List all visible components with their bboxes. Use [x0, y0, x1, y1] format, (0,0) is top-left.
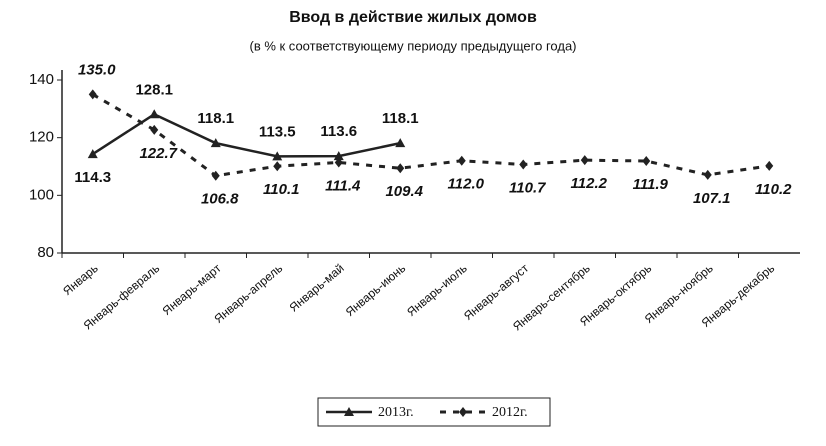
data-label: 110.7: [509, 179, 546, 196]
data-label: 110.2: [755, 181, 792, 198]
data-label: 111.4: [325, 177, 361, 194]
y-tick-label: 100: [29, 186, 54, 203]
x-tick-label: Январь-март: [160, 261, 225, 318]
chart-subtitle: (в % к соответствующему периоду предыдущ…: [249, 38, 576, 53]
data-label: 128.1: [135, 81, 173, 98]
data-label: 107.1: [693, 190, 731, 207]
data-label: 112.0: [448, 176, 485, 193]
y-tick-label: 120: [29, 129, 54, 146]
point: [210, 138, 221, 148]
data-label: 114.3: [74, 169, 111, 186]
data-label: 118.1: [382, 110, 419, 127]
series-line: [92, 112, 401, 158]
point: [396, 163, 405, 174]
data-label: 118.1: [197, 110, 234, 127]
x-tick-label: Январь-июль: [404, 261, 470, 319]
point: [149, 109, 160, 119]
point: [272, 151, 283, 161]
point: [334, 157, 343, 168]
point: [457, 155, 466, 166]
legend-label: 2013г.: [378, 405, 414, 420]
x-tick-label: Январь-июнь: [343, 261, 408, 319]
point: [333, 151, 344, 161]
chart-title: Ввод в действие жилых домов: [289, 9, 537, 26]
data-label: 106.8: [201, 191, 239, 208]
point: [273, 161, 282, 172]
point: [519, 159, 528, 170]
point: [395, 138, 406, 148]
point: [150, 124, 159, 135]
point: [642, 156, 651, 167]
data-label: 122.7: [139, 145, 177, 162]
data-label: 112.2: [571, 175, 608, 192]
legend-box: [317, 397, 551, 427]
data-label: 111.9: [633, 176, 669, 193]
point: [344, 407, 354, 416]
point: [580, 155, 589, 166]
y-tick-label: 140: [29, 71, 54, 88]
data-label: 110.1: [263, 181, 299, 198]
data-label: 135.0: [78, 61, 116, 78]
x-tick-label: Январь-май: [287, 261, 347, 315]
data-label: 109.4: [385, 183, 423, 200]
series-line: [92, 93, 770, 178]
data-label: 113.5: [259, 123, 296, 140]
y-tick-label: 80: [37, 244, 54, 261]
legend-label: 2012г.: [492, 405, 528, 420]
data-label: 113.6: [320, 123, 357, 140]
point: [87, 149, 98, 159]
point: [88, 89, 97, 100]
point: [459, 407, 467, 417]
point: [211, 170, 220, 181]
x-tick-label: Январь: [60, 261, 101, 298]
point: [703, 169, 712, 180]
point: [765, 160, 774, 171]
